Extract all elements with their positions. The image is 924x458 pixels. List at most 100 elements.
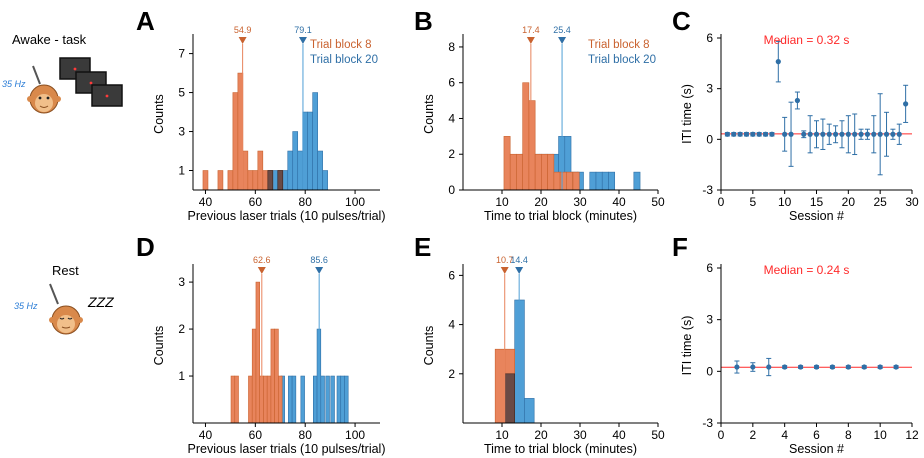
y-tick-label-b-4: 8 xyxy=(448,40,455,54)
point-f-0 xyxy=(734,364,740,370)
point-c-8 xyxy=(775,59,781,65)
y-tick-label-c-3: 6 xyxy=(706,31,713,45)
point-c-2 xyxy=(737,131,743,137)
x-tick-label-f-2: 4 xyxy=(781,428,788,442)
bar-a-block20-9 xyxy=(312,92,318,191)
bar-b-block8-11 xyxy=(572,171,580,191)
y-tick-label-b-3: 6 xyxy=(448,76,455,90)
y-tick-label-a-1: 3 xyxy=(178,125,185,139)
point-c-21 xyxy=(858,131,864,137)
point-c-1 xyxy=(731,131,737,137)
x-tick-label-f-5: 10 xyxy=(873,428,887,442)
rest-illustration: Rest 35 Hz ZZZ xyxy=(14,263,114,335)
bar-a-block8-2 xyxy=(227,170,234,191)
point-f-2 xyxy=(766,364,772,370)
point-c-28 xyxy=(903,101,909,107)
y-tick-label-a-0: 1 xyxy=(178,164,185,178)
panel-letter-d: D xyxy=(136,232,155,262)
bar-b-block8-10 xyxy=(566,171,573,191)
bar-b-block8-5 xyxy=(534,153,542,191)
point-f-8 xyxy=(861,364,867,370)
median-value-d-block20: 85.6 xyxy=(310,255,328,265)
legend-b-0: Trial block 8 xyxy=(588,39,650,51)
panel-c: Median = 0.32 s 0 5 10 15 20 25 30 -3 0 3 6 Session … xyxy=(680,31,919,223)
bar-a-block8-1 xyxy=(217,170,224,191)
y-axis-label-f: ITI time (s) xyxy=(680,316,694,376)
y-tick-label-c-1: 0 xyxy=(706,132,713,146)
x-tick-label-b-3: 40 xyxy=(612,195,626,209)
legend-b-1: Trial block 20 xyxy=(588,54,656,66)
point-c-27 xyxy=(896,131,902,137)
chart-title-f: Median = 0.24 s xyxy=(764,263,850,277)
x-axis-label-c: Session # xyxy=(789,209,844,223)
monkey-head-icon xyxy=(27,84,61,114)
y-axis-label-d: Counts xyxy=(152,326,166,366)
bar-d-block20-7 xyxy=(325,375,330,424)
x-tick-label-d-1: 60 xyxy=(249,428,263,442)
x-tick-label-e-4: 50 xyxy=(651,428,665,442)
x-tick-label-c-5: 25 xyxy=(873,195,887,209)
median-marker-b-block20 xyxy=(558,37,567,44)
bar-a-block20-5 xyxy=(292,131,299,191)
point-c-14 xyxy=(813,131,820,137)
bar-a-block8-7 xyxy=(252,170,259,191)
bar-b-block8-4 xyxy=(528,100,536,191)
y-axis-label-c: ITI time (s) xyxy=(680,84,694,144)
y-tick-label-f-3: 6 xyxy=(706,261,713,275)
y-tick-label-a-3: 7 xyxy=(178,47,185,61)
x-tick-label-e-0: 10 xyxy=(495,428,509,442)
x-axis-label-a: Previous laser trials (10 pulses/trial) xyxy=(188,209,386,223)
bar-d-block8-1 xyxy=(234,375,239,424)
y-tick-label-d-1: 2 xyxy=(178,322,185,336)
point-c-4 xyxy=(750,131,756,137)
y-tick-label-d-0: 1 xyxy=(178,369,185,383)
bar-d-block20-11 xyxy=(344,375,349,424)
y-tick-label-a-2: 5 xyxy=(178,86,185,100)
point-c-0 xyxy=(724,131,730,137)
bar-b-block8-1 xyxy=(509,153,517,191)
y-axis-label-a: Counts xyxy=(152,94,166,134)
bar-a-block20-3 xyxy=(282,170,289,191)
bar-b-block8-8 xyxy=(553,171,561,191)
bar-d-block8-4 xyxy=(255,281,260,424)
panel-letter-f: F xyxy=(672,232,688,262)
bar-a-overlap-2 xyxy=(277,170,284,191)
median-value-d-block8: 62.6 xyxy=(253,255,271,265)
x-tick-label-d-0: 40 xyxy=(199,428,213,442)
bar-a-overlap-0 xyxy=(267,170,274,191)
median-value-b-block20: 25.4 xyxy=(553,25,571,35)
sleeping-monkey-icon xyxy=(49,305,83,335)
bar-b-block8-2 xyxy=(516,153,523,191)
bar-a-block20-11 xyxy=(322,170,328,191)
x-tick-label-c-1: 5 xyxy=(749,195,756,209)
x-tick-label-f-6: 12 xyxy=(905,428,919,442)
bar-d-block20-1 xyxy=(288,375,293,424)
bar-e-block8-0 xyxy=(494,348,506,424)
point-c-26 xyxy=(890,131,896,137)
point-f-3 xyxy=(782,364,788,370)
point-c-19 xyxy=(845,131,851,137)
bar-b-block20-11 xyxy=(601,171,609,191)
bar-a-block8-6 xyxy=(247,170,254,191)
x-tick-label-f-4: 8 xyxy=(845,428,852,442)
rest-frequency-label: 35 Hz xyxy=(14,301,38,311)
point-f-4 xyxy=(797,364,804,370)
stimulus-screens xyxy=(59,57,123,107)
bar-e-overlap-0 xyxy=(504,373,515,424)
bar-d-block20-3 xyxy=(300,375,305,424)
panel-letter-c: C xyxy=(672,6,691,36)
y-tick-label-e-0: 2 xyxy=(448,367,455,381)
bar-a-block8-8 xyxy=(257,150,264,191)
x-tick-label-b-4: 50 xyxy=(651,195,665,209)
y-tick-label-b-1: 2 xyxy=(448,147,455,161)
point-f-7 xyxy=(845,364,851,370)
median-value-b-block8: 17.4 xyxy=(522,25,540,35)
median-value-e-block8: 10.7 xyxy=(496,255,514,265)
point-c-12 xyxy=(801,131,807,137)
bar-b-block20-10 xyxy=(595,171,603,191)
bar-d-block20-8 xyxy=(330,375,335,424)
point-f-9 xyxy=(877,364,883,370)
median-value-e-block20: 14.4 xyxy=(510,255,528,265)
